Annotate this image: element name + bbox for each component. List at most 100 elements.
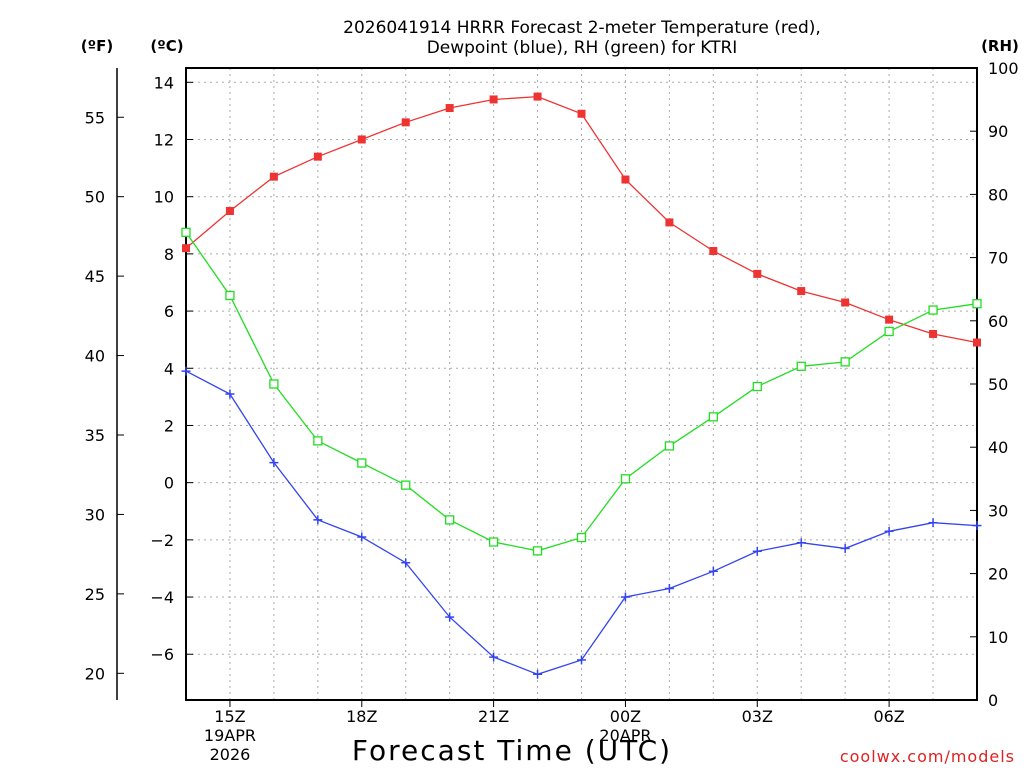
rh-point [884,326,894,337]
celsius-tick-label: 14 [154,73,174,92]
celsius-tick-label: 8 [164,245,174,264]
rh-point [181,227,191,237]
rh-tick-label: 50 [988,375,1008,394]
celsius-axis-label: (ºC) [150,37,183,55]
temperature-point [929,329,938,338]
celsius-tick-label: 2 [164,416,174,435]
temperature-point [401,118,410,127]
dewpoint-point [533,669,543,679]
fahrenheit-tick-label: 30 [85,505,105,524]
temperature-point [665,218,674,227]
x-axis-title: Forecast Time (UTC) [352,734,672,767]
celsius-tick-label: 4 [164,359,174,378]
time-tick-label: 03Z [742,707,773,726]
dewpoint-point [928,518,938,528]
celsius-tick-label: 10 [154,188,174,207]
fahrenheit-tick-label: 25 [85,585,105,604]
fahrenheit-tick-label: 55 [85,108,105,127]
rh-point [576,532,587,543]
rh-ticks: 0 10 20 30 40 50 60 70 80 90 100 [970,59,1019,710]
rh-tick-label: 0 [988,691,998,710]
rh-tick-label: 100 [988,59,1019,78]
time-tick-label: 15Z [214,707,245,726]
rh-point [401,480,411,490]
rh-tick-label: 90 [988,122,1008,141]
temperature-point [489,95,498,104]
rh-tick-label: 10 [988,628,1008,647]
fahrenheit-tick-label: 50 [85,188,105,207]
celsius-tick-label: 0 [164,474,174,493]
date-tick-label: 20APR [599,726,651,745]
temperature-point [225,206,234,215]
credit-text: coolwx.com/models [840,747,1015,766]
rh-point [225,290,235,301]
temperature-point [313,152,322,161]
celsius-tick-label: 6 [164,302,174,321]
rh-tick-label: 70 [988,249,1008,268]
dewpoint-point [752,546,762,556]
dewpoint-point [489,652,499,662]
temperature-point [577,109,586,118]
rh-point [972,299,982,309]
time-tick-label: 00Z [610,707,641,726]
dewpoint-point [884,526,894,536]
dewpoint-point [313,515,323,525]
rh-tick-label: 30 [988,501,1008,520]
rh-point [752,381,762,392]
rh-point [532,546,543,556]
fahrenheit-tick-label: 20 [85,664,105,683]
temperature-point [269,172,278,181]
dewpoint-point [796,538,806,548]
temperature-point [797,287,806,296]
dewpoint-point [357,532,367,542]
dewpoint-point [269,458,279,468]
rh-point [445,515,455,525]
fahrenheit-axis-label: (ºF) [81,37,113,55]
fahrenheit-ticks: 20 25 30 35 40 45 50 55 [85,108,124,683]
temperature-point [445,104,454,113]
dewpoint-point [577,655,586,665]
dewpoint-point [225,389,235,399]
fahrenheit-tick-label: 40 [85,347,105,366]
fahrenheit-tick-label: 35 [85,426,105,445]
date-tick-label: 19APR [204,726,256,745]
dewpoint-point [972,521,982,531]
temperature-point [621,175,630,184]
temperature-point [182,244,190,253]
dewpoint-point [840,543,850,553]
dewpoint-point [664,583,674,593]
fahrenheit-tick-label: 45 [85,267,105,286]
time-tick-label: 06Z [873,707,904,726]
rh-point [269,379,279,389]
temperature-point [841,298,850,307]
time-tick-label: 21Z [478,707,509,726]
year-tick-label: 2026 [210,745,251,764]
rh-point [840,357,850,367]
celsius-ticks: −6 −4 −2 0 2 4 6 8 10 12 14 [150,73,193,664]
rh-tick-label: 20 [988,565,1008,584]
celsius-tick-label: −2 [150,531,174,550]
dewpoint-point [401,558,411,568]
data-series [181,92,982,679]
temperature-point [709,247,718,256]
time-tick-label: 18Z [346,707,377,726]
rh-point [708,412,718,422]
rh-tick-label: 60 [988,312,1008,331]
rh-point [620,474,631,484]
celsius-tick-label: 12 [154,130,174,149]
temperature-point [357,135,366,144]
celsius-tick-label: −6 [150,645,174,664]
rh-point [928,305,938,315]
rh-point [664,441,675,451]
rh-point [357,458,367,468]
dewpoint-point [620,592,630,602]
rh-tick-label: 80 [988,185,1008,204]
chart-title-line2: Dewpoint (blue), RH (green) for KTRI [427,38,738,58]
rh-axis-label: (RH) [981,37,1019,55]
temperature-point [885,315,894,324]
chart-title-line1: 2026041914 HRRR Forecast 2-meter Tempera… [343,18,821,38]
dewpoint-point [181,366,191,376]
temperature-point [973,338,981,347]
